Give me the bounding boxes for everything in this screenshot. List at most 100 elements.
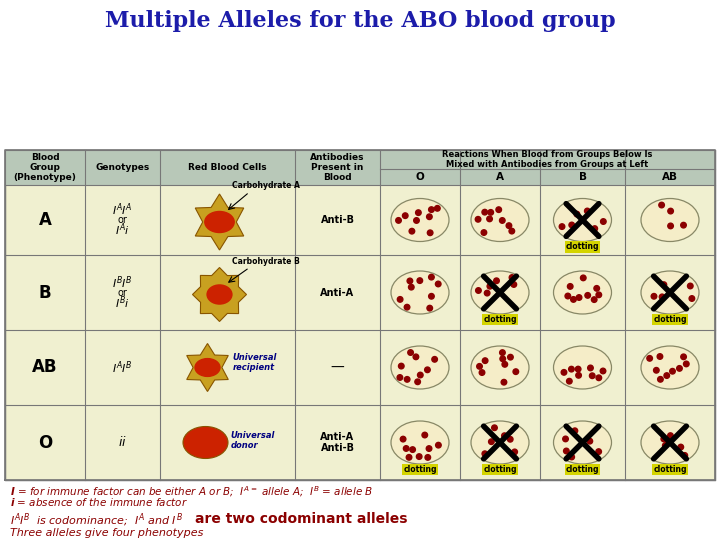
Circle shape bbox=[660, 294, 665, 300]
Circle shape bbox=[567, 379, 572, 384]
Circle shape bbox=[647, 355, 652, 361]
Circle shape bbox=[585, 208, 590, 214]
Circle shape bbox=[657, 376, 663, 382]
Circle shape bbox=[415, 210, 421, 215]
Circle shape bbox=[600, 368, 606, 374]
Ellipse shape bbox=[554, 271, 611, 314]
Circle shape bbox=[596, 292, 602, 298]
Text: A: A bbox=[496, 172, 504, 182]
Circle shape bbox=[407, 278, 413, 284]
Circle shape bbox=[563, 436, 568, 442]
Text: $\boldsymbol{i}$ = absence of the immune factor: $\boldsymbol{i}$ = absence of the immune… bbox=[10, 496, 188, 508]
Circle shape bbox=[425, 367, 431, 373]
Circle shape bbox=[405, 376, 410, 382]
Ellipse shape bbox=[207, 284, 233, 305]
Circle shape bbox=[667, 223, 673, 229]
Text: $I^AI^A$: $I^AI^A$ bbox=[112, 202, 132, 218]
Text: $I^BI^B$: $I^BI^B$ bbox=[112, 274, 132, 291]
Circle shape bbox=[567, 284, 573, 289]
Text: Universal
donor: Universal donor bbox=[230, 431, 275, 450]
Circle shape bbox=[689, 296, 695, 301]
Circle shape bbox=[657, 354, 662, 359]
Ellipse shape bbox=[641, 271, 699, 314]
Circle shape bbox=[480, 370, 485, 375]
Circle shape bbox=[415, 379, 420, 384]
Circle shape bbox=[488, 210, 493, 215]
Polygon shape bbox=[186, 343, 228, 392]
Circle shape bbox=[575, 366, 581, 372]
Circle shape bbox=[487, 284, 492, 289]
Circle shape bbox=[477, 363, 482, 369]
Circle shape bbox=[428, 274, 434, 280]
Text: clotting: clotting bbox=[483, 465, 517, 474]
Text: Universal
recipient: Universal recipient bbox=[233, 353, 277, 372]
Circle shape bbox=[512, 449, 518, 455]
Text: Carbohydrate B: Carbohydrate B bbox=[233, 256, 300, 266]
Text: AB: AB bbox=[32, 359, 58, 376]
Ellipse shape bbox=[204, 211, 235, 233]
Ellipse shape bbox=[641, 199, 699, 241]
Text: —: — bbox=[330, 361, 344, 375]
Text: Anti-A: Anti-A bbox=[320, 287, 354, 298]
Ellipse shape bbox=[554, 346, 611, 389]
Text: Carbohydrate A: Carbohydrate A bbox=[233, 181, 300, 190]
Circle shape bbox=[408, 285, 414, 290]
Ellipse shape bbox=[391, 421, 449, 464]
Circle shape bbox=[661, 436, 667, 442]
Text: Blood
Group
(Phenotype): Blood Group (Phenotype) bbox=[14, 153, 76, 183]
Circle shape bbox=[501, 380, 507, 385]
Circle shape bbox=[572, 428, 577, 434]
Circle shape bbox=[426, 214, 432, 220]
Circle shape bbox=[494, 278, 499, 284]
Text: clotting: clotting bbox=[566, 242, 599, 251]
Text: Red Blood Cells: Red Blood Cells bbox=[188, 163, 267, 172]
Text: O: O bbox=[38, 434, 52, 451]
Circle shape bbox=[425, 455, 431, 460]
Text: clotting: clotting bbox=[403, 465, 437, 474]
Circle shape bbox=[596, 375, 602, 381]
Circle shape bbox=[475, 217, 481, 222]
Circle shape bbox=[683, 361, 689, 367]
Circle shape bbox=[485, 291, 490, 296]
Circle shape bbox=[569, 366, 574, 372]
Circle shape bbox=[481, 230, 487, 235]
Text: A: A bbox=[39, 211, 51, 229]
Circle shape bbox=[500, 350, 505, 355]
Circle shape bbox=[417, 278, 423, 284]
Circle shape bbox=[678, 444, 683, 450]
Circle shape bbox=[428, 230, 433, 235]
Text: clotting: clotting bbox=[483, 315, 517, 324]
Circle shape bbox=[580, 275, 586, 281]
Circle shape bbox=[571, 296, 576, 302]
Circle shape bbox=[502, 362, 508, 367]
Circle shape bbox=[661, 282, 667, 287]
Circle shape bbox=[592, 226, 598, 231]
Circle shape bbox=[559, 224, 564, 230]
Circle shape bbox=[677, 366, 683, 371]
Circle shape bbox=[651, 294, 657, 299]
Text: clotting: clotting bbox=[653, 315, 687, 324]
Circle shape bbox=[487, 216, 492, 222]
Text: O: O bbox=[415, 172, 424, 182]
Circle shape bbox=[408, 350, 413, 355]
Circle shape bbox=[398, 363, 404, 369]
Circle shape bbox=[509, 228, 515, 234]
Circle shape bbox=[482, 358, 488, 363]
Text: or: or bbox=[117, 215, 127, 225]
Text: Three alleles give four phenotypes: Three alleles give four phenotypes bbox=[10, 528, 203, 538]
Circle shape bbox=[426, 446, 432, 451]
Ellipse shape bbox=[391, 346, 449, 389]
Circle shape bbox=[600, 219, 606, 224]
Circle shape bbox=[404, 305, 410, 310]
Circle shape bbox=[402, 213, 408, 219]
Text: Anti-B: Anti-B bbox=[320, 215, 354, 225]
Text: clotting: clotting bbox=[566, 465, 599, 474]
Polygon shape bbox=[5, 150, 715, 480]
Circle shape bbox=[511, 282, 517, 287]
Circle shape bbox=[502, 433, 508, 438]
Text: Antibodies
Present in
Blood: Antibodies Present in Blood bbox=[310, 153, 365, 183]
Ellipse shape bbox=[471, 199, 529, 241]
Circle shape bbox=[569, 222, 575, 228]
Text: Anti-A
Anti-B: Anti-A Anti-B bbox=[320, 431, 354, 453]
Circle shape bbox=[574, 211, 580, 217]
